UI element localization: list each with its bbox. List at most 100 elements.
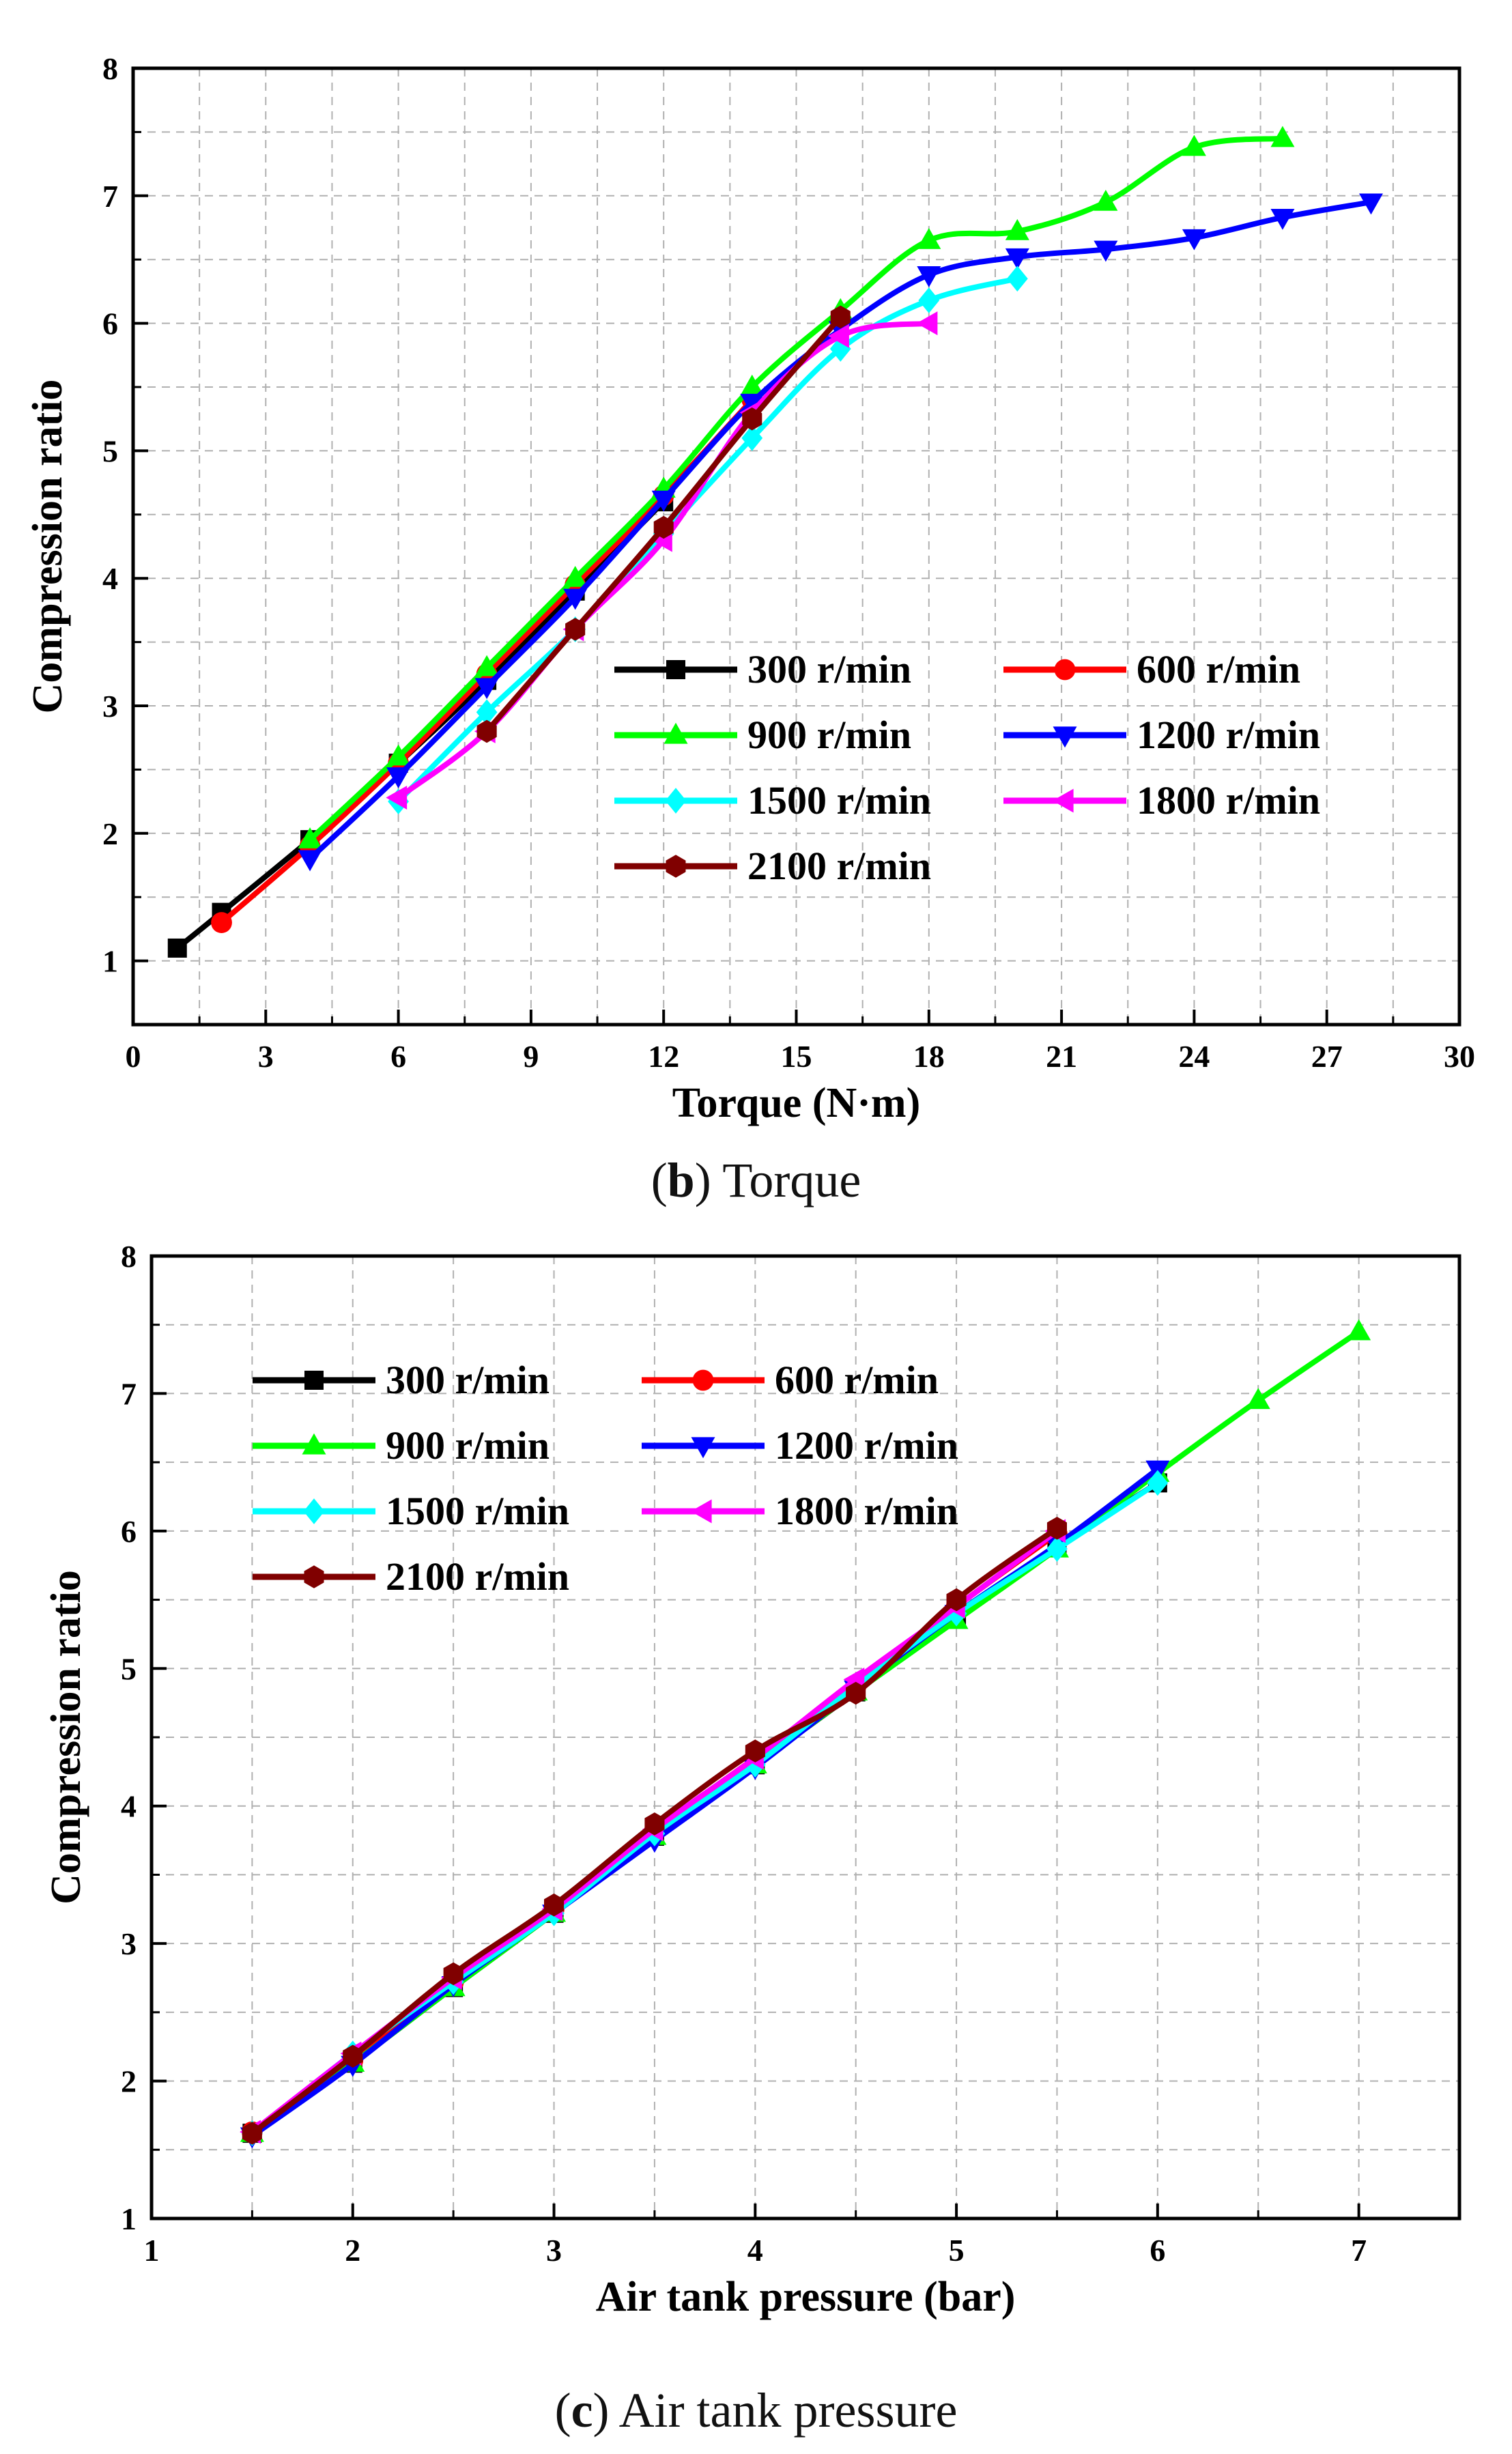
legend-item: 2100 r/min: [253, 1554, 569, 1599]
legend-marker: [665, 788, 687, 814]
legend-label: 900 r/min: [747, 713, 911, 757]
caption-torque: (b) Torque: [0, 1152, 1512, 1209]
legend: 300 r/min 600 r/min 900 r/min 1200 r/min 150…: [253, 1358, 958, 1599]
legend-marker: [1052, 788, 1074, 813]
legend-item: 1200 r/min: [642, 1423, 958, 1468]
legend-item: 900 r/min: [614, 713, 911, 757]
legend-label: 1500 r/min: [747, 778, 931, 823]
y-tick-label: 3: [102, 689, 118, 724]
x-tick-label: 3: [546, 2233, 562, 2268]
legend-item: 1800 r/min: [642, 1489, 958, 1533]
data-point: [1347, 1319, 1371, 1341]
data-point: [167, 938, 187, 958]
y-tick-label: 7: [121, 1376, 137, 1411]
caption-letter: b: [667, 1153, 695, 1208]
y-tick-label: 2: [121, 2064, 137, 2099]
x-tick-label: 6: [390, 1039, 406, 1074]
caption-open: (: [554, 2383, 571, 2438]
y-tick-label: 4: [102, 561, 118, 596]
air-tank-pressure-chart: 1 2 3 4 5 6 7 1 2 3 4 5 6 7 8 Air tank pressure (bar) Co…: [43, 1239, 1461, 2320]
legend-marker: [302, 1433, 326, 1455]
data-point: [1006, 266, 1028, 292]
legend-item: 900 r/min: [253, 1423, 550, 1468]
legend-item: 1500 r/min: [614, 778, 931, 823]
legend-label: 2100 r/min: [386, 1554, 569, 1599]
legend-label: 1800 r/min: [1137, 778, 1320, 823]
data-point: [386, 744, 411, 766]
legend-marker: [1054, 659, 1076, 681]
y-tick-label: 4: [121, 1789, 137, 1824]
data-point: [563, 588, 588, 610]
legend-item: 600 r/min: [642, 1358, 939, 1402]
grid: [133, 68, 1459, 1025]
y-tick-label: 5: [102, 433, 118, 468]
y-tick-label: 2: [102, 816, 118, 851]
x-tick-label: 1: [144, 2233, 160, 2268]
legend-label: 900 r/min: [386, 1423, 550, 1468]
series-2100-r-min: [476, 305, 851, 743]
series-line: [395, 276, 1021, 805]
y-tick-label: 7: [102, 179, 118, 214]
legend-marker: [304, 1565, 324, 1588]
data-point: [476, 699, 498, 726]
legend-marker: [303, 1498, 325, 1524]
x-tick-label: 27: [1311, 1039, 1343, 1074]
legend-label: 1500 r/min: [386, 1489, 569, 1533]
y-tick-label: 1: [102, 944, 118, 979]
data-point: [741, 425, 763, 451]
caption-close: ): [593, 2383, 610, 2438]
legend-item: 2100 r/min: [614, 844, 931, 888]
x-tick-label: 2: [345, 2233, 360, 2268]
legend-item: 1200 r/min: [1003, 713, 1320, 757]
caption-text: Torque: [722, 1153, 861, 1208]
x-tick-label: 24: [1178, 1039, 1210, 1074]
data-point: [828, 324, 849, 348]
data-point: [918, 287, 940, 313]
legend-label: 600 r/min: [775, 1358, 939, 1402]
data-point: [298, 850, 322, 872]
legend-marker: [690, 1499, 712, 1524]
x-tick-label: 15: [781, 1039, 812, 1074]
data-point: [1182, 134, 1206, 156]
legend-marker: [666, 855, 686, 878]
caption-text: Air tank pressure: [618, 2383, 958, 2438]
legend-item: 300 r/min: [253, 1358, 550, 1402]
data-point: [740, 374, 765, 396]
data-point: [1358, 193, 1383, 215]
series-2100-r-min: [242, 1517, 1067, 2145]
y-tick-label: 6: [121, 1514, 137, 1549]
data-point: [474, 678, 499, 700]
data-point: [742, 407, 762, 431]
data-point: [830, 305, 851, 329]
axes: 1 2 3 4 5 6 7 1 2 3 4 5 6 7 8: [121, 1239, 1367, 2268]
legend-item: 300 r/min: [614, 647, 911, 691]
data-point: [740, 393, 765, 415]
caption-air-tank-pressure: (c) Air tank pressure: [0, 2382, 1512, 2439]
data-point: [1094, 240, 1118, 262]
legend-item: 600 r/min: [1003, 647, 1300, 691]
x-tick-label: 4: [747, 2233, 763, 2268]
legend-label: 600 r/min: [1137, 647, 1300, 691]
data-point: [946, 1588, 967, 1612]
data-point: [846, 1681, 866, 1705]
data-point: [917, 227, 941, 249]
data-point: [476, 719, 497, 743]
x-tick-label: 21: [1046, 1039, 1077, 1074]
legend-label: 300 r/min: [386, 1358, 550, 1402]
y-tick-label: 3: [121, 1926, 137, 1961]
legend-marker: [304, 1371, 324, 1390]
caption-close: ): [694, 1153, 711, 1208]
x-tick-label: 7: [1351, 2233, 1367, 2268]
legend-marker: [691, 1437, 715, 1459]
x-tick-label: 30: [1444, 1039, 1475, 1074]
legend-item: 1800 r/min: [1003, 778, 1320, 823]
data-point: [565, 618, 586, 641]
data-point: [745, 1739, 765, 1763]
data-point: [544, 1893, 565, 1917]
x-tick-label: 12: [648, 1039, 679, 1074]
legend-label: 1200 r/min: [775, 1423, 958, 1468]
data-point: [242, 2122, 262, 2145]
data-point: [1246, 1388, 1270, 1410]
